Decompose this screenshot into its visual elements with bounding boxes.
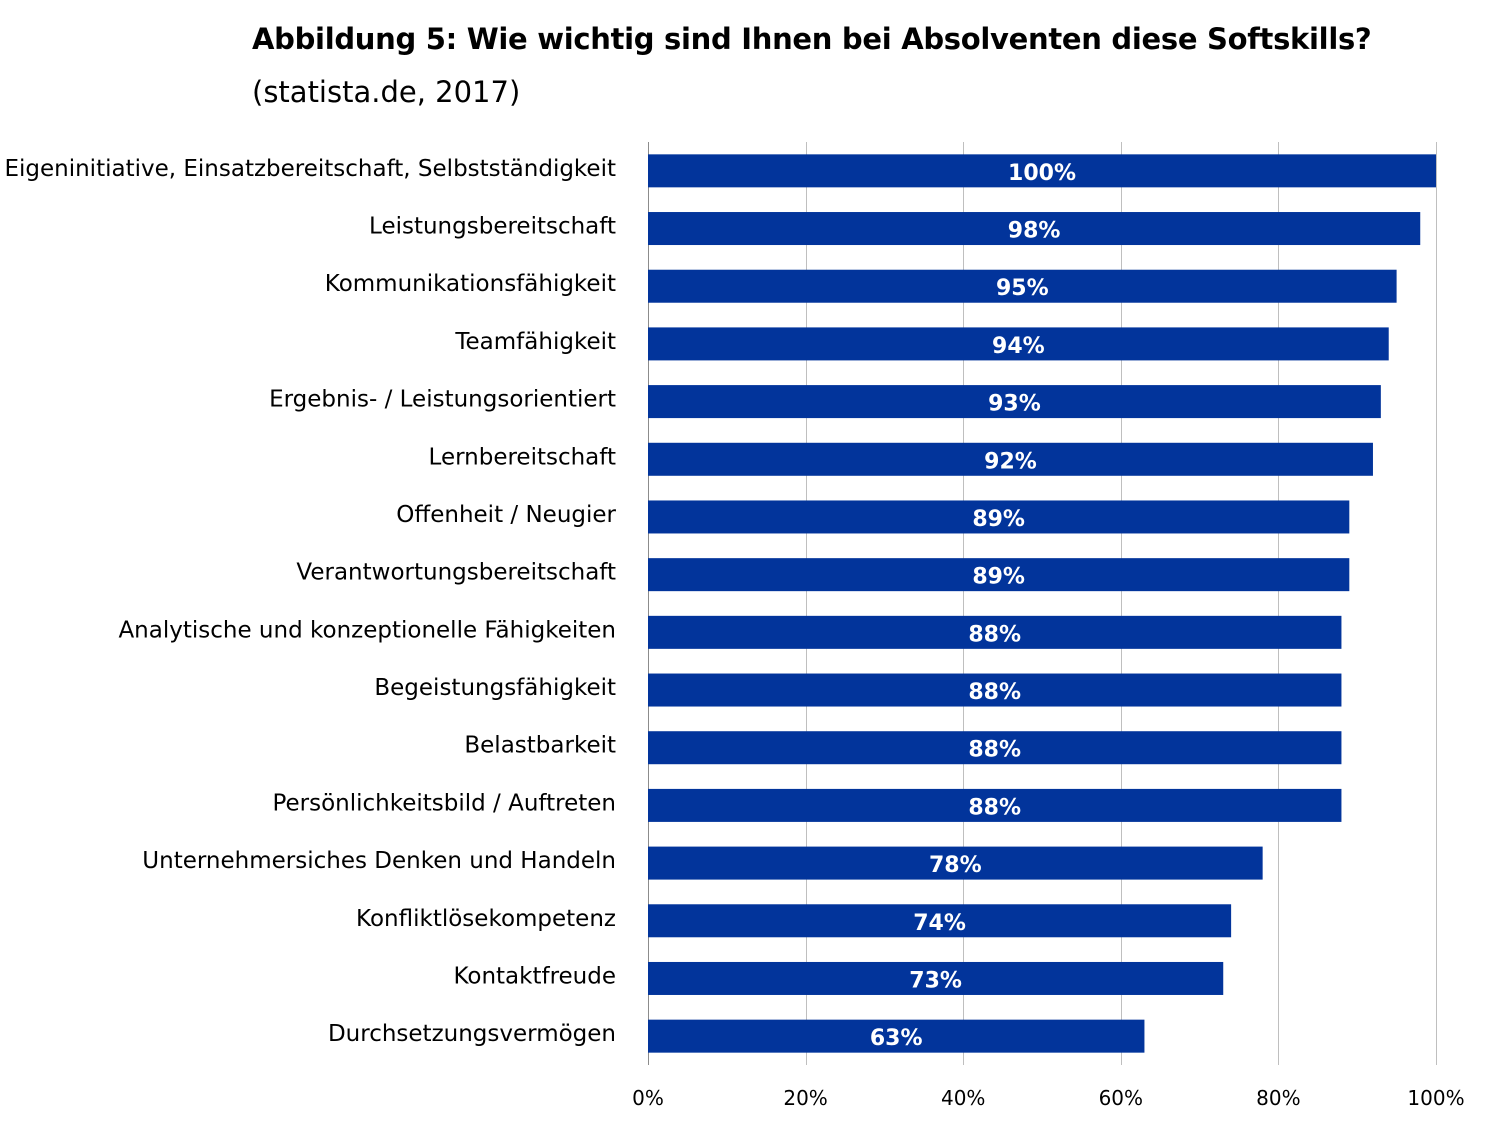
x-tick-labels: 0% 20% 40% 60% 80% 100%	[632, 1086, 1464, 1110]
category-label: Persönlichkeitsbild / Auftreten	[272, 790, 616, 816]
data-label: 88%	[968, 738, 1021, 763]
bar	[648, 846, 1263, 880]
x-tick-label: 0%	[632, 1086, 664, 1110]
bar	[648, 788, 1342, 822]
data-label: 92%	[984, 449, 1037, 474]
data-label: 100%	[1008, 161, 1076, 186]
data-label: 98%	[1008, 219, 1061, 244]
bar	[648, 500, 1350, 534]
bar	[648, 154, 1436, 188]
category-label: Konfliktlösekompetenz	[356, 906, 616, 932]
data-label: 94%	[992, 334, 1045, 359]
data-label: 74%	[913, 911, 966, 936]
data-label: 78%	[929, 853, 982, 878]
data-label: 93%	[988, 392, 1041, 417]
category-label: Teamfähigkeit	[454, 329, 616, 355]
bar	[648, 904, 1232, 938]
category-label: Belastbarkeit	[464, 733, 616, 759]
x-tick-label: 20%	[783, 1086, 827, 1110]
data-label: 88%	[968, 622, 1021, 647]
data-label: 88%	[968, 795, 1021, 820]
data-label: 89%	[972, 565, 1025, 590]
category-label: Analytische und konzeptionelle Fähigkeit…	[118, 617, 616, 643]
bar	[648, 731, 1342, 765]
x-tick-label: 100%	[1407, 1086, 1464, 1110]
chart-title: Abbildung 5: Wie wichtig sind Ihnen bei …	[252, 22, 1372, 56]
bar	[648, 212, 1421, 246]
category-label: Verantwortungsbereitschaft	[296, 560, 616, 586]
data-label: 73%	[909, 968, 962, 993]
chart-subtitle: (statista.de, 2017)	[252, 75, 521, 109]
category-label: Unternehmersiches Denken und Handeln	[142, 848, 616, 874]
x-tick-label: 40%	[941, 1086, 985, 1110]
category-label: Begeistungsfähigkeit	[374, 675, 616, 701]
category-label: Leistungsbereitschaft	[369, 214, 616, 240]
category-label: Kommunikationsfähigkeit	[325, 271, 616, 297]
data-label: 88%	[968, 680, 1021, 705]
bars: 100% 98% 95% 94% 93% 92% 89% 89% 88% 88% 88% 88% 78%…	[648, 154, 1436, 1053]
category-label: Lernbereitschaft	[429, 444, 616, 470]
bar	[648, 442, 1373, 476]
bar	[648, 615, 1342, 649]
category-label: Eigeninitiative, Einsatzbereitschaft, Se…	[4, 156, 616, 182]
x-tick-label: 80%	[1256, 1086, 1300, 1110]
category-label: Offenheit / Neugier	[396, 502, 616, 528]
data-label: 63%	[870, 1026, 923, 1051]
data-label: 95%	[996, 276, 1049, 301]
bar	[648, 385, 1381, 419]
category-label: Durchsetzungsvermögen	[328, 1021, 616, 1047]
category-label: Ergebnis- / Leistungsorientiert	[269, 387, 616, 413]
bar	[648, 558, 1350, 592]
category-label: Kontaktfreude	[453, 963, 616, 989]
x-tick-label: 60%	[1099, 1086, 1143, 1110]
bar	[648, 961, 1224, 995]
category-labels: Eigeninitiative, Einsatzbereitschaft, Se…	[4, 156, 616, 1047]
bar	[648, 673, 1342, 707]
data-label: 89%	[972, 507, 1025, 532]
bar	[648, 327, 1389, 361]
bar	[648, 1019, 1145, 1053]
bar	[648, 269, 1397, 303]
